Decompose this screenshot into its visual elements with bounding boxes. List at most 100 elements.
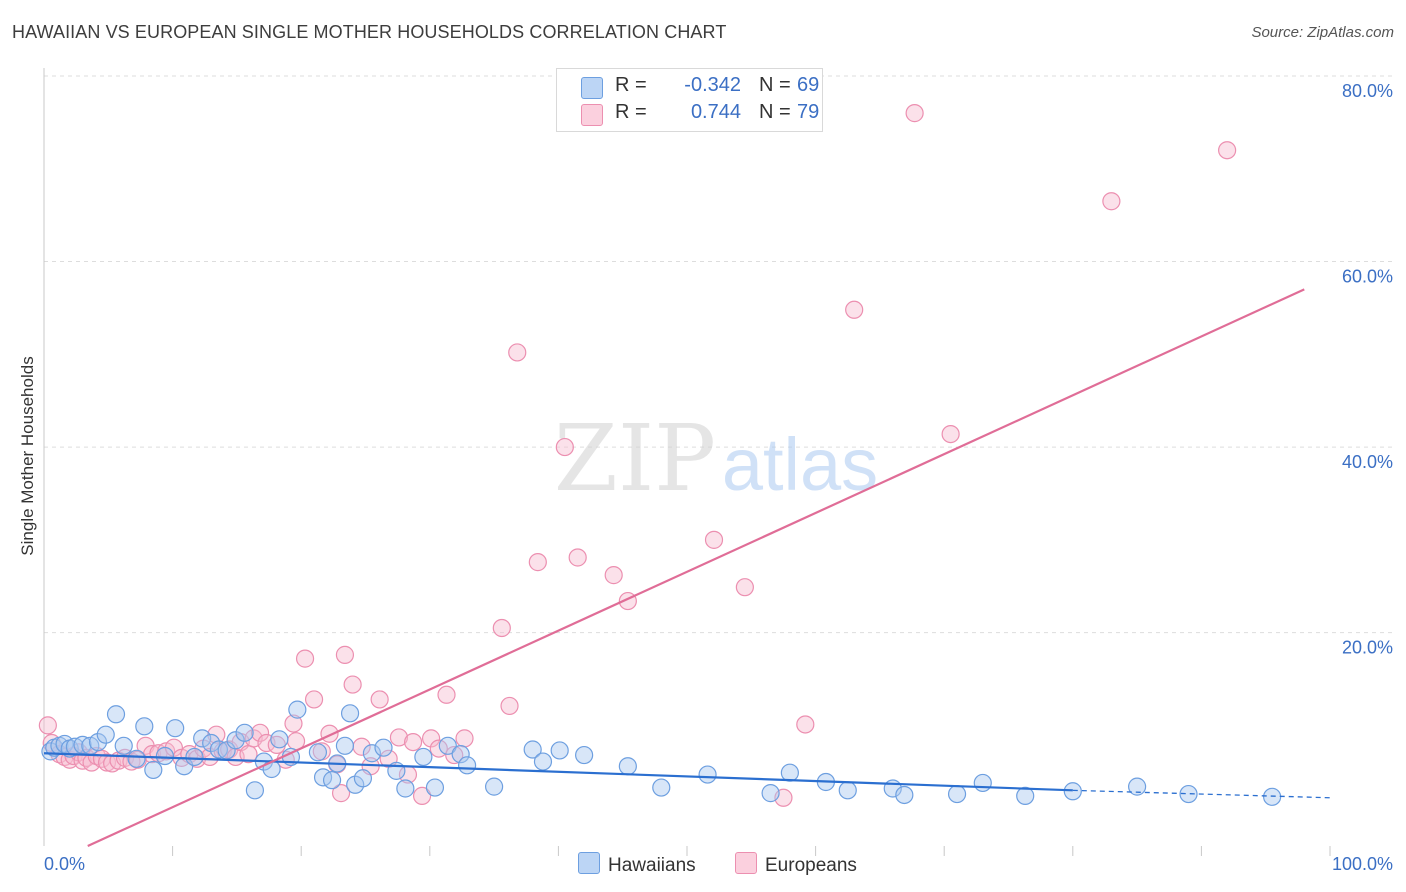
legend-n-label: N = (759, 74, 791, 96)
watermark-zip: ZIP (554, 405, 716, 512)
series-europeans-points (38, 104, 1237, 807)
hawaiians-trendline (43, 752, 1073, 792)
european-point (284, 714, 303, 733)
y-tick-label: 80.0% (1342, 81, 1393, 101)
hawaiian-point (166, 719, 185, 738)
legend-n-value: 79 (797, 101, 820, 123)
legend-r-value: 0.744 (690, 101, 741, 123)
y-axis-tick-labels: 20.0% 40.0% 60.0% 80.0% (1342, 81, 1393, 658)
european-point (1218, 141, 1237, 160)
hawaiian-point (374, 738, 393, 757)
hawaiian-point (1127, 777, 1147, 796)
europeans-legend-label: Europeans (765, 855, 857, 876)
european-point (735, 578, 754, 597)
hawaiian-point (322, 771, 342, 790)
hawaiian-point (485, 777, 504, 796)
european-point (335, 645, 355, 664)
legend-r-label: R = (615, 74, 647, 96)
hawaiian-point (457, 756, 477, 775)
hawaiian-point (973, 773, 992, 793)
hawaiian-point (73, 735, 92, 754)
hawaiian-point (575, 745, 594, 765)
european-point (304, 690, 324, 709)
hawaiian-point (523, 740, 542, 759)
legend-item-hawaiians[interactable]: Hawaiians (578, 852, 696, 877)
hawaiian-point (1016, 786, 1035, 806)
legend-n-label: N = (759, 101, 791, 123)
hawaiian-point (533, 752, 553, 771)
european-point (568, 548, 587, 567)
hawaiians-legend-swatch (578, 852, 600, 874)
hawaiian-point (947, 784, 967, 804)
legend-n-value: 69 (797, 74, 820, 96)
y-tick-label: 40.0% (1342, 452, 1393, 472)
european-point (250, 723, 270, 742)
x-axis-ticks (172, 846, 1331, 856)
europeans-legend-swatch (735, 852, 757, 874)
hawaiian-point (438, 736, 457, 755)
european-point (905, 104, 924, 123)
hawaiian-point (425, 778, 445, 797)
series-hawaiians-points (41, 700, 1282, 806)
hawaiian-point (895, 785, 914, 805)
hawaiian-point (451, 745, 470, 764)
hawaiian-point (114, 736, 133, 755)
x-tick-label: 0.0% (44, 854, 85, 874)
legend-r-value: -0.342 (684, 74, 741, 96)
european-point (941, 424, 960, 444)
watermark: ZIP atlas (554, 405, 878, 512)
legend-r-label: R = (615, 101, 647, 123)
european-point (437, 685, 456, 704)
hawaiian-point (353, 769, 373, 788)
chart-title: HAWAIIAN VS EUROPEAN SINGLE MOTHER HOUSE… (12, 22, 727, 42)
hawaiian-point (135, 717, 154, 736)
hawaiians-swatch (581, 77, 603, 99)
european-point (389, 728, 409, 747)
european-point (295, 649, 315, 668)
legend-item-europeans[interactable]: Europeans (735, 852, 857, 877)
hawaiian-point (270, 730, 289, 749)
european-point (528, 553, 547, 572)
european-point (796, 715, 815, 734)
x-tick-label: 100.0% (1332, 854, 1393, 874)
european-point (412, 786, 432, 806)
european-point (555, 437, 574, 457)
hawaiian-point (155, 746, 174, 766)
hawaiian-point (396, 779, 415, 798)
correlation-legend: R = -0.342 N = 69 R = 0.744 N = 79 (556, 68, 823, 132)
y-tick-label: 20.0% (1342, 638, 1393, 658)
hawaiian-point (88, 732, 108, 752)
hawaiian-point (1063, 782, 1082, 801)
hawaiian-point (761, 784, 780, 803)
hawaiian-point (780, 763, 799, 782)
european-point (403, 732, 423, 752)
european-point (845, 300, 864, 319)
european-point (421, 729, 441, 748)
european-point (1102, 192, 1121, 211)
european-point (455, 729, 474, 748)
hawaiian-point (550, 741, 569, 760)
hawaiian-point (1263, 787, 1282, 806)
hawaiian-point (1179, 784, 1198, 804)
gridlines (43, 68, 1392, 846)
european-point (492, 618, 511, 638)
source-label: Source: ZipAtlas.com (1251, 24, 1394, 41)
hawaiian-point (838, 781, 857, 800)
hawaiian-point (245, 781, 265, 800)
european-point (370, 690, 389, 709)
european-point (500, 696, 519, 716)
european-point (97, 753, 117, 772)
y-tick-label: 60.0% (1342, 267, 1393, 287)
european-point (445, 745, 464, 765)
hawaiian-point (288, 700, 307, 719)
trendlines (43, 288, 1331, 848)
european-point (331, 784, 351, 803)
hawaiian-point (106, 705, 126, 724)
hawaiian-point (96, 725, 115, 744)
europeans-swatch (581, 104, 603, 126)
european-point (38, 716, 57, 735)
x-axis-tick-labels: 0.0% 100.0% (44, 854, 1393, 874)
hawaiian-point (698, 765, 717, 784)
european-point (704, 530, 724, 549)
